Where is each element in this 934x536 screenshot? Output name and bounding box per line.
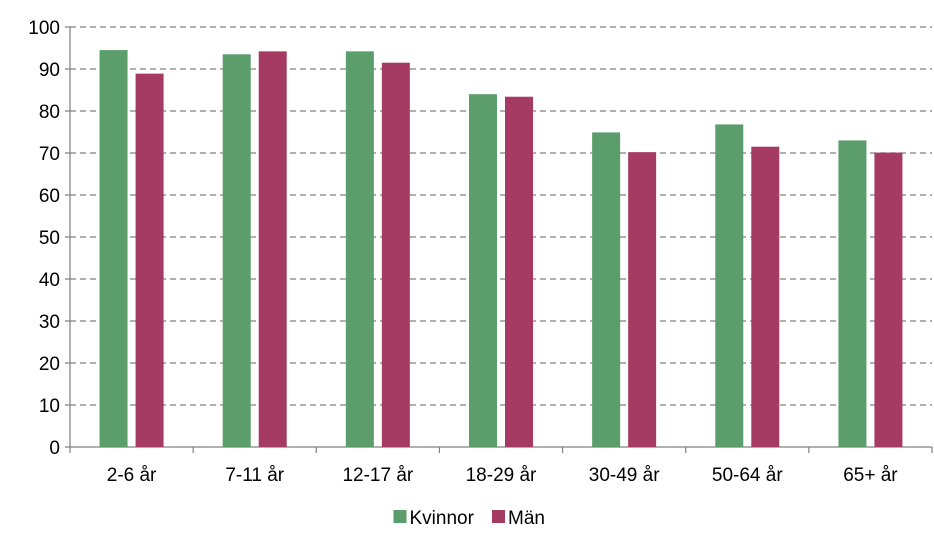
x-tick-label: 2-6 år [107,465,157,486]
legend-label: Kvinnor [410,508,475,529]
bar-kvinnor-2 [345,51,374,448]
y-tick-label: 50 [39,228,60,249]
bar-m-n-4 [628,152,657,447]
legend: Kvinnor Män [393,508,545,529]
x-tick-label: 50-64 år [712,465,783,486]
legend-label: Män [508,508,545,529]
y-tick-label: 90 [39,60,60,81]
x-tick-label: 12-17 år [342,465,413,486]
y-tick-label: 10 [39,396,60,417]
tick-labels: 0 10 20 30 40 50 60 70 80 90 100 2-6 år 7-11 år 12-17… [28,18,898,486]
bar-kvinnor-1 [222,54,251,448]
y-tick-label: 40 [39,270,60,291]
axes [65,26,933,453]
bar-kvinnor-3 [469,94,497,447]
x-tick-label: 65+ år [843,465,898,486]
x-tick-label: 18-29 år [466,465,537,486]
x-tick-label: 7-11 år [225,465,284,486]
y-tick-label: 100 [28,18,60,39]
y-tick-label: 30 [39,312,60,333]
bar-kvinnor-6 [838,140,867,447]
bar-m-n-2 [381,62,410,447]
legend-swatch [492,510,505,523]
y-tick-label: 20 [39,354,60,375]
bar-m-n-1 [258,51,287,448]
x-tick-label: 30-49 år [589,465,660,486]
gridlines [70,26,932,406]
y-tick-label: 80 [39,102,60,123]
y-tick-label: 70 [39,144,60,165]
y-tick-label: 60 [39,186,60,207]
y-tick-label: 0 [49,438,60,459]
bars [99,50,903,448]
bar-m-n-6 [874,152,903,447]
bar-m-n-3 [505,96,533,447]
bar-kvinnor-0 [99,50,128,447]
bar-m-n-5 [751,146,780,447]
bar-kvinnor-4 [592,132,621,448]
legend-swatch [393,510,407,523]
bar-m-n-0 [135,73,164,448]
bar-kvinnor-5 [715,124,744,447]
